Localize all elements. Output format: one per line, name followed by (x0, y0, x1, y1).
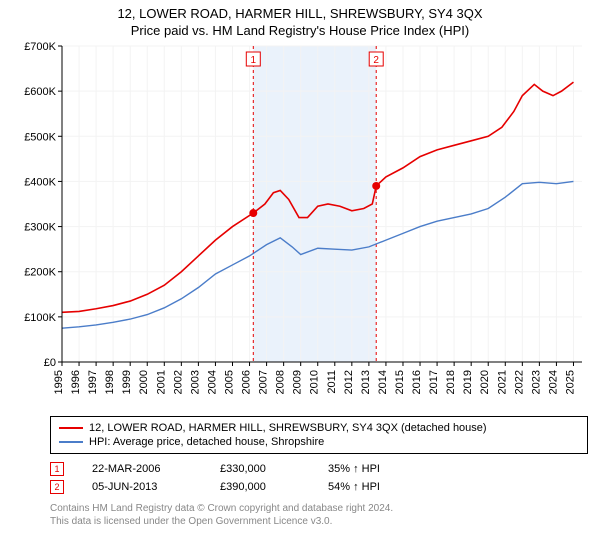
page-subtitle: Price paid vs. HM Land Registry's House … (0, 21, 600, 42)
svg-text:2023: 2023 (530, 370, 542, 394)
svg-text:£0: £0 (44, 357, 56, 369)
svg-text:2010: 2010 (309, 370, 321, 394)
svg-text:2025: 2025 (564, 370, 576, 394)
marker-date: 05-JUN-2013 (92, 481, 192, 493)
footer-line-2: This data is licensed under the Open Gov… (50, 515, 588, 528)
legend-item: 12, LOWER ROAD, HARMER HILL, SHREWSBURY,… (59, 421, 579, 435)
marker-delta: 54% ↑ HPI (328, 481, 380, 493)
page-title: 12, LOWER ROAD, HARMER HILL, SHREWSBURY,… (0, 0, 600, 21)
legend-swatch (59, 441, 83, 443)
marker-price: £330,000 (220, 463, 300, 475)
svg-text:£300K: £300K (24, 222, 56, 234)
svg-text:2014: 2014 (377, 370, 389, 394)
svg-text:£700K: £700K (24, 42, 56, 53)
marker-delta: 35% ↑ HPI (328, 463, 380, 475)
marker-index-box: 1 (50, 462, 64, 476)
svg-text:£400K: £400K (24, 176, 56, 188)
svg-text:2009: 2009 (292, 370, 304, 394)
marker-table: 1 22-MAR-2006 £330,000 35% ↑ HPI 2 05-JUN-201… (50, 460, 588, 496)
svg-text:2008: 2008 (275, 370, 287, 394)
price-chart: 1 2 £0 £100K £200K £300K £400K £500K £600K £700K 1… (12, 42, 588, 412)
svg-text:£500K: £500K (24, 131, 56, 143)
svg-text:1996: 1996 (70, 370, 82, 394)
svg-text:2013: 2013 (360, 370, 372, 394)
marker-date: 22-MAR-2006 (92, 463, 192, 475)
svg-text:2001: 2001 (155, 370, 167, 394)
svg-text:£200K: £200K (24, 267, 56, 279)
svg-text:2006: 2006 (241, 370, 253, 394)
legend-item: HPI: Average price, detached house, Shro… (59, 435, 579, 449)
svg-text:2024: 2024 (547, 370, 559, 394)
svg-text:1: 1 (251, 55, 257, 66)
svg-text:1999: 1999 (121, 370, 133, 394)
svg-text:2012: 2012 (343, 370, 355, 394)
svg-text:2017: 2017 (428, 370, 440, 394)
svg-text:£600K: £600K (24, 86, 56, 98)
svg-text:2004: 2004 (206, 370, 218, 394)
svg-text:2020: 2020 (479, 370, 491, 394)
legend-label: HPI: Average price, detached house, Shro… (89, 436, 324, 448)
svg-text:1998: 1998 (104, 370, 116, 394)
svg-text:2003: 2003 (189, 370, 201, 394)
svg-text:2002: 2002 (172, 370, 184, 394)
legend-label: 12, LOWER ROAD, HARMER HILL, SHREWSBURY,… (89, 422, 487, 434)
footer-attribution: Contains HM Land Registry data © Crown c… (50, 502, 588, 528)
marker-row: 2 05-JUN-2013 £390,000 54% ↑ HPI (50, 478, 588, 496)
svg-text:2021: 2021 (496, 370, 508, 394)
marker-price: £390,000 (220, 481, 300, 493)
svg-text:1995: 1995 (53, 370, 65, 394)
svg-text:2022: 2022 (513, 370, 525, 394)
marker-row: 1 22-MAR-2006 £330,000 35% ↑ HPI (50, 460, 588, 478)
svg-text:2016: 2016 (411, 370, 423, 394)
legend-swatch (59, 427, 83, 429)
svg-text:1997: 1997 (87, 370, 99, 394)
marker-index-box: 2 (50, 480, 64, 494)
svg-text:£100K: £100K (24, 312, 56, 324)
footer-line-1: Contains HM Land Registry data © Crown c… (50, 502, 588, 515)
svg-text:2019: 2019 (462, 370, 474, 394)
svg-text:2011: 2011 (326, 370, 338, 394)
svg-text:2018: 2018 (445, 370, 457, 394)
svg-text:2: 2 (373, 55, 379, 66)
svg-text:2007: 2007 (258, 370, 270, 394)
legend: 12, LOWER ROAD, HARMER HILL, SHREWSBURY,… (50, 416, 588, 454)
svg-text:2015: 2015 (394, 370, 406, 394)
svg-text:2000: 2000 (138, 370, 150, 394)
svg-text:2005: 2005 (223, 370, 235, 394)
